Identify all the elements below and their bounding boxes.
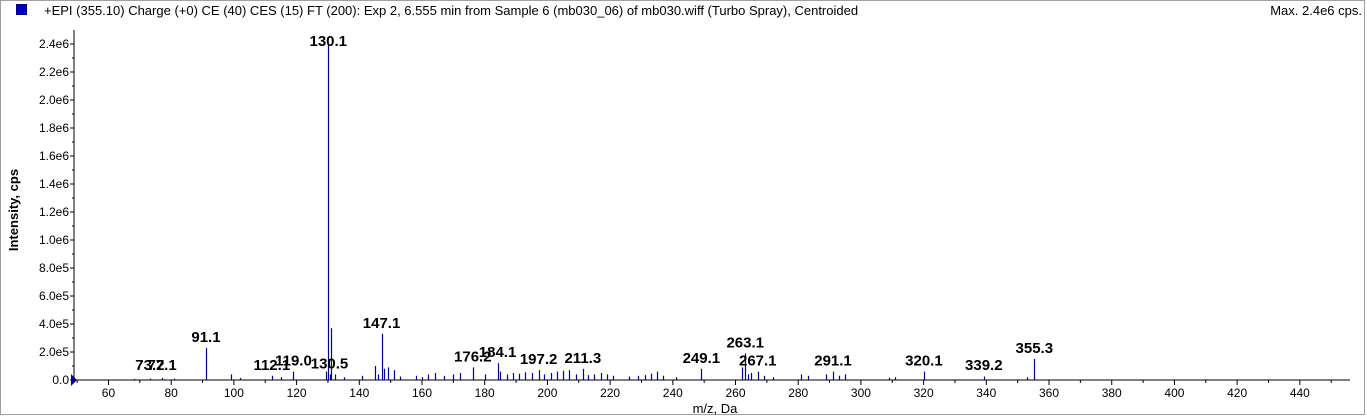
x-tick-label: 440 (1290, 386, 1310, 400)
x-tick-label: 100 (224, 386, 244, 400)
x-tick-label: 400 (1164, 386, 1184, 400)
peak-label: 291.1 (814, 353, 852, 370)
x-tick-label: 340 (976, 386, 996, 400)
peak-label: 130.5 (311, 355, 349, 372)
legend-swatch[interactable] (16, 4, 27, 15)
chart-title: +EPI (355.10) Charge (+0) CE (40) CES (1… (44, 3, 859, 18)
y-tick-label: 1.8e6 (39, 121, 69, 135)
peak-label: 197.2 (520, 351, 558, 368)
y-tick-label: 1.4e6 (39, 177, 69, 191)
peak-label: 263.1 (726, 334, 764, 351)
x-tick-label: 220 (600, 386, 620, 400)
x-tick-label: 160 (412, 386, 432, 400)
peak-label: 211.3 (564, 350, 601, 367)
peak-label: 267.1 (739, 353, 777, 370)
y-tick-label: 2.4e6 (39, 37, 69, 51)
x-tick-label: 120 (287, 386, 307, 400)
x-tick-label: 140 (349, 386, 369, 400)
x-range-marker[interactable] (71, 374, 77, 386)
x-tick-label: 60 (102, 386, 116, 400)
peak-bars (133, 44, 1036, 380)
peak-label: 77.1 (147, 357, 176, 374)
x-tick-label: 320 (914, 386, 934, 400)
y-axis: 0.0 2.0e5 4.0e5 6.0e5 8.0e5 1.0e6 1.2e6 1.4e6 1.… (39, 30, 75, 387)
y-tick-label: 1.6e6 (39, 149, 69, 163)
x-tick-label: 180 (475, 386, 495, 400)
y-tick-label: 2.2e6 (39, 65, 69, 79)
peak-label: 249.1 (683, 350, 721, 367)
x-tick-label: 200 (537, 386, 557, 400)
peak-label: 130.1 (309, 33, 347, 50)
x-tick-label: 260 (725, 386, 745, 400)
peak-label: 320.1 (905, 353, 943, 370)
x-tick-label: 420 (1227, 386, 1247, 400)
peak-label: 147.1 (363, 315, 401, 332)
x-tick-label: 240 (663, 386, 683, 400)
x-tick-label: 380 (1102, 386, 1122, 400)
x-axis-title: m/z, Da (693, 401, 739, 416)
peak-label: 119.0 (275, 353, 312, 370)
peak-label: 339.2 (965, 357, 1003, 374)
x-tick-label: 300 (851, 386, 871, 400)
peak-label: 112.1 (253, 357, 290, 374)
peak-label: 176.2 (454, 348, 492, 365)
y-axis-title: Intensity, cps (6, 169, 21, 251)
peak-label: 355.3 (1016, 340, 1054, 357)
chart-header: +EPI (355.10) Charge (+0) CE (40) CES (1… (0, 0, 1367, 24)
y-tick-label: 4.0e5 (39, 317, 69, 331)
y-tick-label: 6.0e5 (39, 289, 69, 303)
y-tick-label: 2.0e5 (39, 345, 69, 359)
y-tick-label: 2.0e6 (39, 93, 69, 107)
y-tick-label: 0.0 (52, 373, 69, 387)
x-tick-label: 80 (165, 386, 179, 400)
x-tick-label: 360 (1039, 386, 1059, 400)
y-tick-label: 8.0e5 (39, 261, 69, 275)
x-tick-label: 280 (788, 386, 808, 400)
peak-label: 91.1 (191, 329, 220, 346)
peak-label: 184.1 (479, 344, 517, 361)
peak-label: 73.2 (135, 357, 164, 374)
x-axis: 60 80 100 120 140 160 180 200 220 240 260 280 300 320… (71, 374, 1350, 400)
max-intensity-label: Max. 2.4e6 cps. (1270, 3, 1362, 18)
y-tick-label: 1.2e6 (39, 205, 69, 219)
y-tick-label: 1.0e6 (39, 233, 69, 247)
